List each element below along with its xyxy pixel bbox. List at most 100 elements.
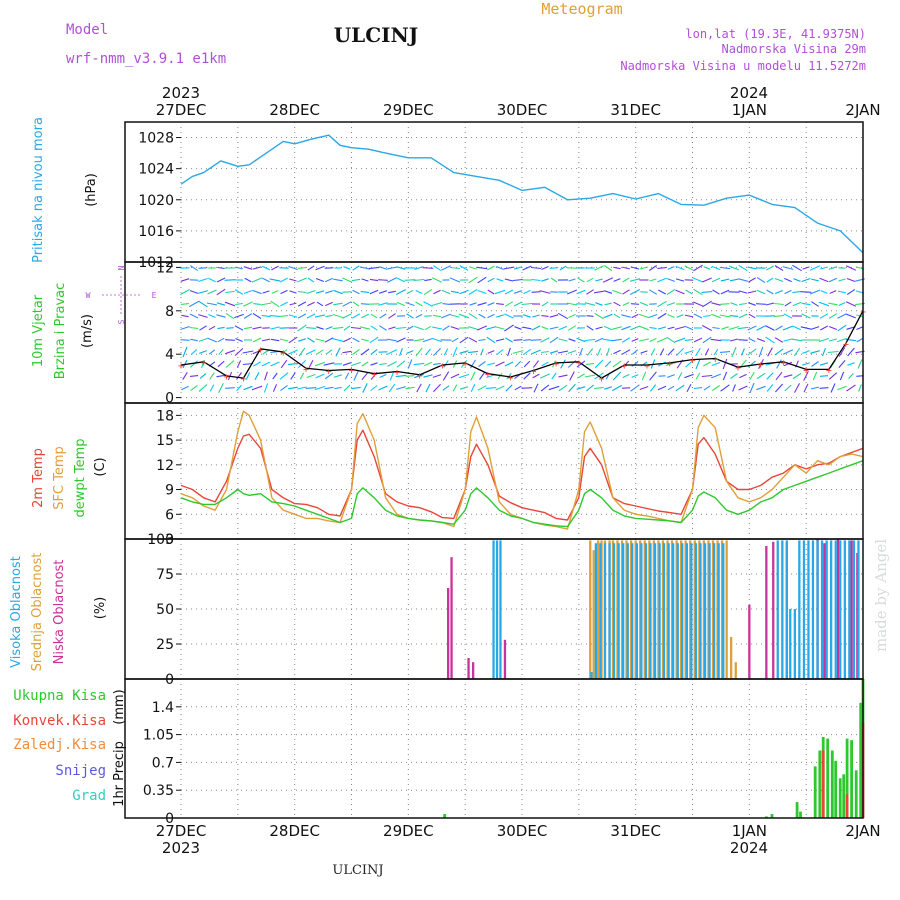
wind-arrow (378, 385, 388, 391)
wind-arrow (182, 346, 188, 358)
panel-frame (124, 261, 864, 404)
wind-arrow (659, 348, 665, 356)
wind-arrow (496, 265, 504, 271)
cloud-grid (176, 538, 864, 680)
wind-arrow (209, 372, 215, 380)
wind-arrow (568, 313, 576, 319)
wind-arrow (442, 371, 450, 381)
wind-arrow (297, 301, 307, 307)
wind-arrow (442, 303, 450, 305)
wind-arrow (342, 362, 352, 366)
wind-arrow (180, 325, 190, 331)
wind-arrow (829, 290, 837, 294)
wind-arrow (767, 347, 773, 357)
wind-arrow (470, 359, 476, 369)
wind-arrow (369, 278, 379, 282)
wind-speed-point: + (241, 374, 247, 385)
wind-arrow (720, 384, 730, 392)
wind-arrow (495, 326, 505, 330)
wind-arrow (495, 338, 505, 342)
wind-arrow (370, 348, 378, 356)
wind-arrow (818, 337, 830, 343)
wind-arrow (243, 301, 253, 307)
bar-cloud_high (594, 543, 597, 679)
ytick-label: 1024 (138, 162, 174, 178)
wind-arrow (622, 289, 630, 295)
bar-cloud_mid (734, 662, 737, 679)
wind-arrow (504, 324, 514, 332)
wind-arrow (648, 313, 658, 319)
ytick-label: 12 (156, 260, 174, 276)
wind-arrow (838, 360, 846, 368)
wind-arrow (621, 325, 631, 331)
bar-cloud_high (694, 543, 698, 679)
wind-arrow (702, 336, 712, 344)
wind-arrow (811, 301, 819, 307)
wind-arrow (487, 313, 495, 319)
bar-precip_total (443, 814, 447, 818)
wind-arrow (252, 313, 262, 319)
wind-arrow (414, 373, 424, 379)
wind-arrow (557, 350, 569, 354)
wind-arrow (685, 360, 693, 368)
top-day-label: 1JAN (732, 101, 767, 119)
pressure-title: Pritisak na nivou mora (31, 117, 46, 263)
bar-precip_total (845, 738, 849, 818)
wind-arrow (820, 325, 828, 331)
wind-arrow (749, 371, 755, 381)
wind-arrow (379, 290, 387, 294)
compass-w: W (86, 291, 91, 300)
bar-cloud_low (748, 604, 751, 679)
wind-arrow (459, 289, 469, 295)
wind-arrow (639, 325, 649, 331)
wind-arrow (315, 277, 325, 283)
ytick-label: 0 (165, 672, 174, 688)
wind-arrow (686, 384, 692, 392)
wind-arrow (675, 384, 685, 392)
wind-arrow (828, 302, 838, 306)
wind-arrow (370, 313, 378, 319)
ytick-label: 12 (156, 458, 174, 474)
top-day-label: 28DEC (269, 101, 320, 119)
wind-arrow (415, 301, 423, 307)
wind-arrow (594, 359, 604, 369)
wind-arrow (667, 348, 675, 356)
wind-arrow (243, 290, 253, 294)
bottom-day-labels: 27DEC 28DEC 29DEC 30DEC 31DEC 1JAN 2JAN (156, 822, 881, 840)
wind-arrow (387, 338, 397, 342)
wind-arrow (558, 384, 568, 392)
wind-arrow (431, 301, 443, 307)
wind-arrow (566, 289, 578, 295)
wind-arrow (782, 325, 794, 331)
wind-arrow (837, 324, 847, 332)
wind-arrow (451, 290, 459, 294)
bar-cloud_mid (702, 540, 705, 679)
wind-arrow (649, 278, 657, 282)
wind-arrow (216, 314, 226, 318)
bottom-day-label: 31DEC (610, 822, 661, 840)
wind-arrow (810, 386, 820, 390)
wind-arrow (584, 374, 596, 378)
wind-arrow (621, 314, 631, 318)
precip-title: 1hr Precip (112, 741, 127, 807)
wind-arrow (388, 290, 396, 294)
bar-cloud_high (676, 543, 679, 679)
temp-title-2: SFC Temp (52, 446, 67, 510)
wind-arrow (783, 374, 793, 378)
wind-arrow (487, 289, 495, 295)
wind-arrow (765, 325, 775, 331)
wind-speed-point: + (258, 345, 264, 356)
bar-cloud_high (816, 540, 819, 679)
wind-arrow (431, 277, 443, 283)
bar-precip_total (799, 811, 802, 818)
wind-arrow (425, 383, 431, 393)
wind-arrow (252, 289, 262, 295)
wind-speed-point: + (553, 359, 559, 370)
wind-arrow (387, 361, 397, 367)
wind-arrow (523, 339, 531, 341)
wind-arrow (396, 277, 406, 283)
wind-arrow (819, 387, 829, 389)
wind-arrow (396, 337, 406, 343)
wind-arrow (234, 289, 244, 295)
wind-arrow (820, 290, 828, 294)
